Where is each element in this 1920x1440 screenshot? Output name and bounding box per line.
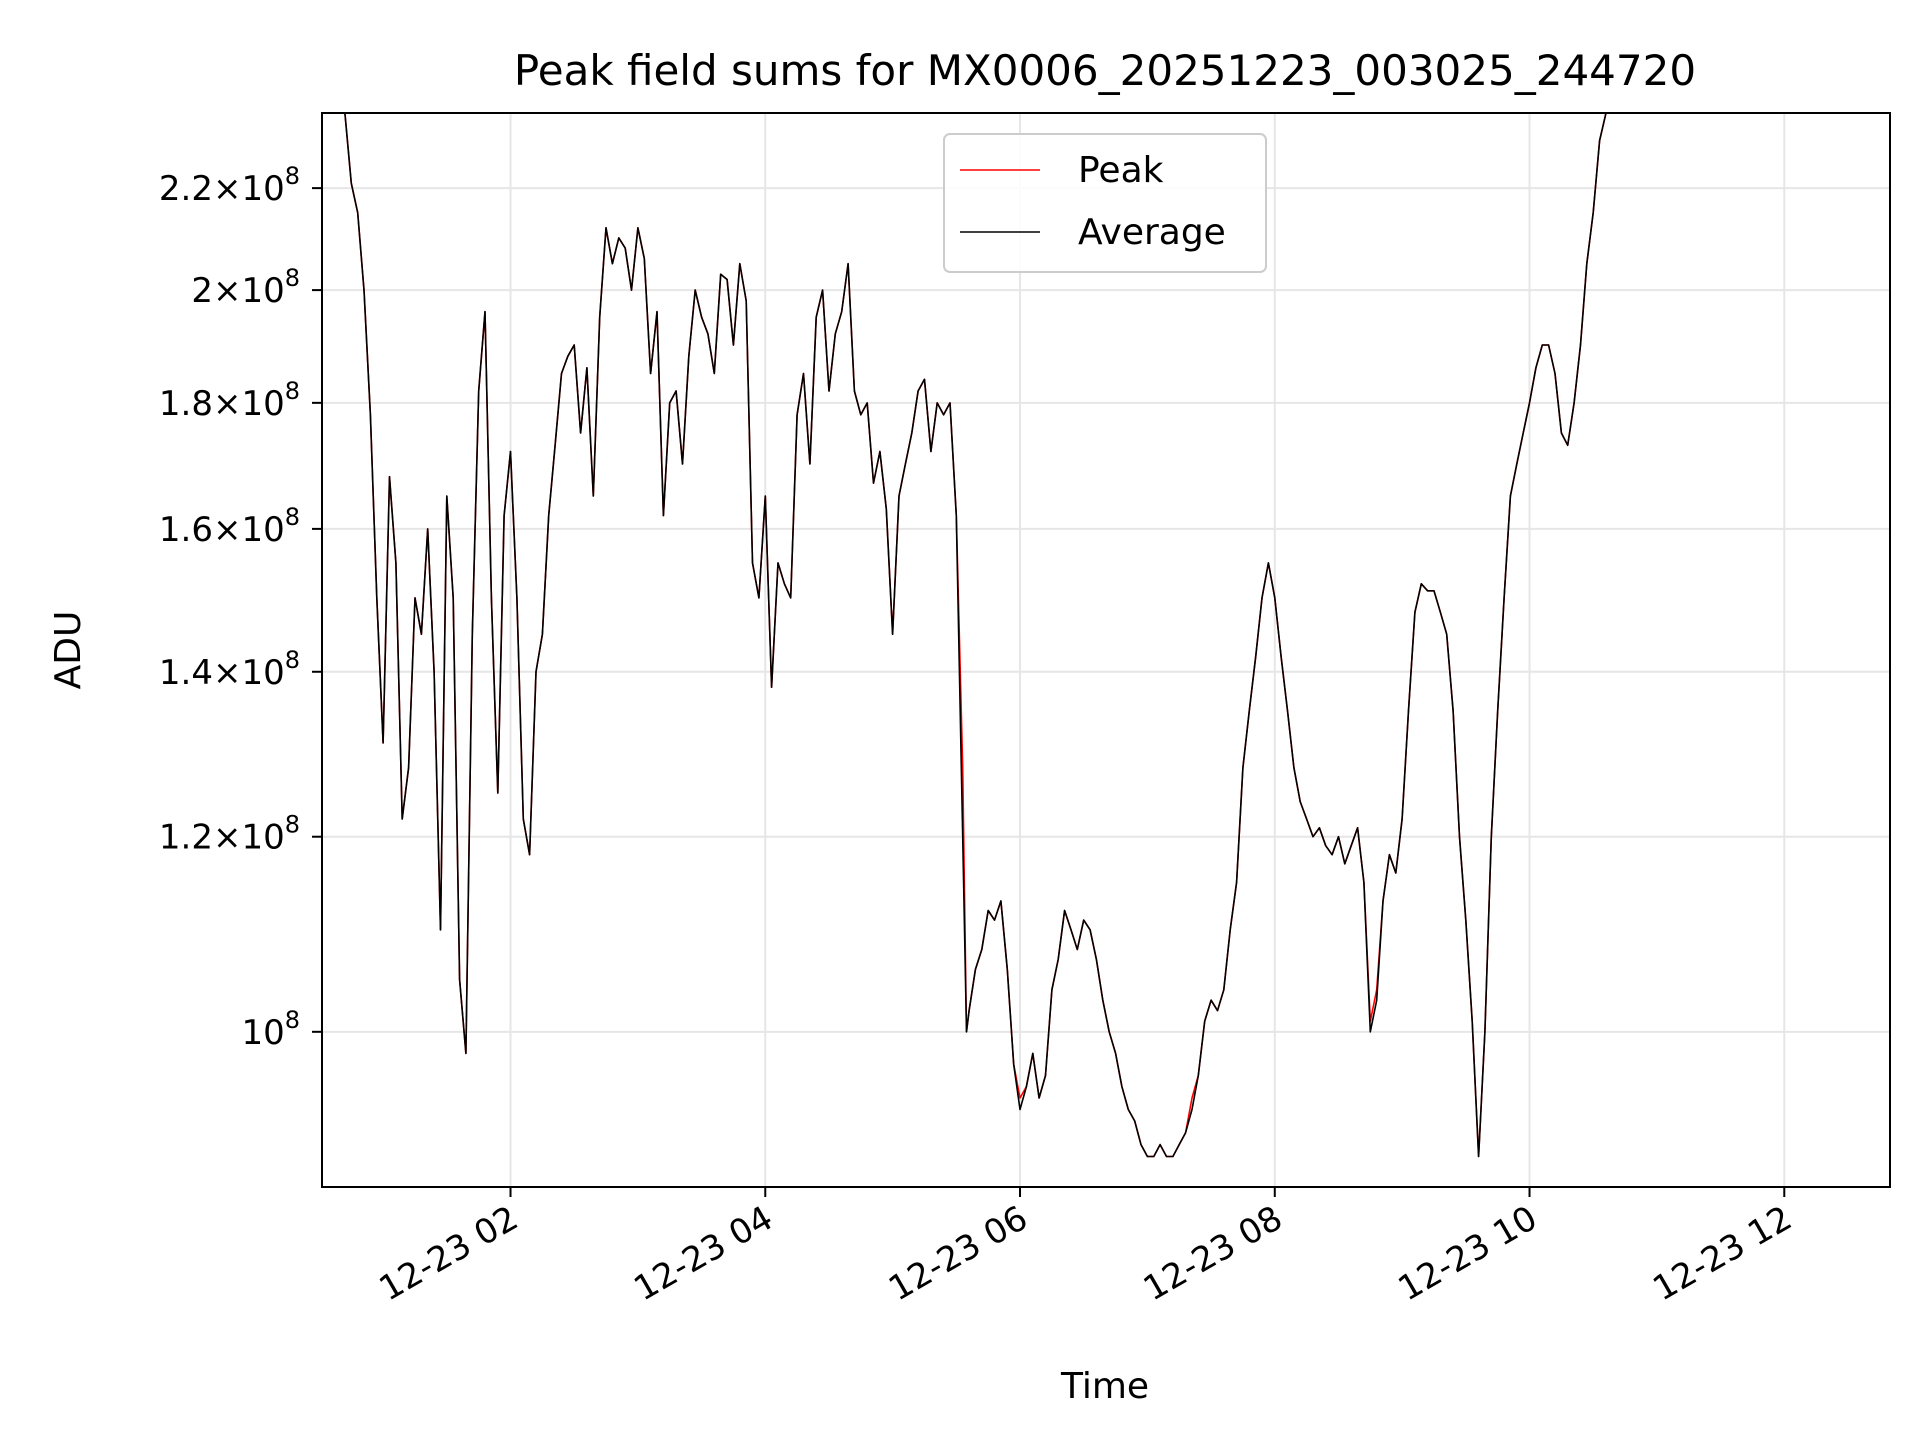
plot-frame (321, 112, 1891, 1188)
y-tick-label: 1.4×108 (159, 646, 300, 693)
y-axis-ticks: 108 1.2×108 1.4×108 1.6×108 1.8×108 2×108 2.2×… (159, 162, 322, 1053)
y-tick-label: 2×108 (191, 264, 300, 311)
y-axis-label: ADU (48, 611, 89, 690)
series-group (322, 113, 1613, 1158)
y-tick-label: 2.2×108 (159, 162, 300, 209)
series-line-average (322, 113, 1613, 1158)
legend-box (943, 133, 1267, 273)
y-tick-label: 1.2×108 (159, 811, 300, 858)
y-tick-label: 108 (241, 1006, 300, 1053)
y-tick-label: 1.8×108 (159, 377, 300, 424)
chart-title: Peak field sums for MX0006_20251223_0030… (514, 46, 1696, 95)
x-axis-label: Time (1060, 1366, 1149, 1407)
legend-label-peak: Peak (1078, 150, 1164, 191)
legend-label-average: Average (1078, 212, 1226, 253)
legend: Peak Average (943, 133, 1267, 273)
grid-lines (322, 113, 1890, 1187)
y-tick-label: 1.6×108 (159, 503, 300, 550)
